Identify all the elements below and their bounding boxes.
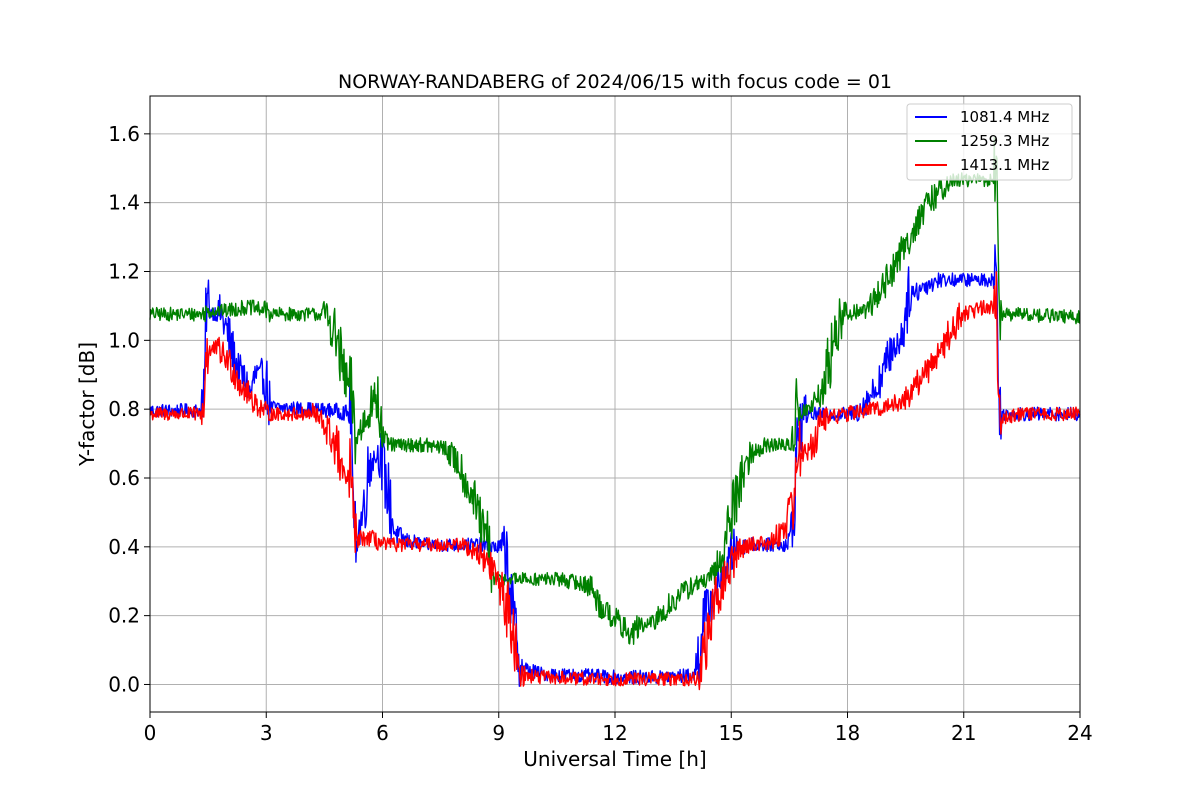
y-tick-label: 0.4 [108, 535, 140, 559]
y-tick-label: 1.4 [108, 191, 140, 215]
x-tick-label: 3 [260, 721, 273, 745]
x-tick-label: 6 [376, 721, 389, 745]
x-tick-label: 21 [951, 721, 976, 745]
x-tick-label: 15 [719, 721, 744, 745]
series-layer [149, 136, 1081, 691]
y-tick-label: 0.6 [108, 466, 140, 490]
legend: 1081.4 MHz 1259.3 MHz 1413.1 MHz [906, 103, 1073, 181]
x-tick-label: 9 [492, 721, 505, 745]
y-tick-label: 0.0 [108, 672, 140, 696]
legend-box [906, 103, 1073, 181]
x-tick-label: 18 [835, 721, 860, 745]
x-tick-label: 24 [1067, 721, 1092, 745]
ticks: 0 3 6 9 12 15 18 21 24 0.0 0.2 0.4 0.6 0.8 1.0 1.2 1.4 1.… [108, 122, 1093, 745]
y-tick-label: 0.8 [108, 397, 140, 421]
y-tick-label: 1.2 [108, 260, 140, 284]
chart-title: NORWAY-RANDABERG of 2024/06/15 with focu… [338, 71, 892, 93]
legend-label: 1413.1 MHz [960, 156, 1049, 174]
series-line-1 [149, 136, 1081, 645]
series-line-2 [149, 271, 1081, 691]
legend-label: 1081.4 MHz [960, 108, 1049, 126]
y-tick-label: 0.2 [108, 604, 140, 628]
grid [149, 96, 1081, 712]
y-tick-label: 1.6 [108, 122, 140, 146]
y-axis-label: Y-factor [dB] [75, 342, 99, 467]
legend-label: 1259.3 MHz [960, 132, 1049, 150]
x-tick-label: 12 [602, 721, 627, 745]
x-axis-label: Universal Time [h] [523, 747, 706, 771]
x-tick-label: 0 [144, 721, 157, 745]
y-tick-label: 1.0 [108, 328, 140, 352]
